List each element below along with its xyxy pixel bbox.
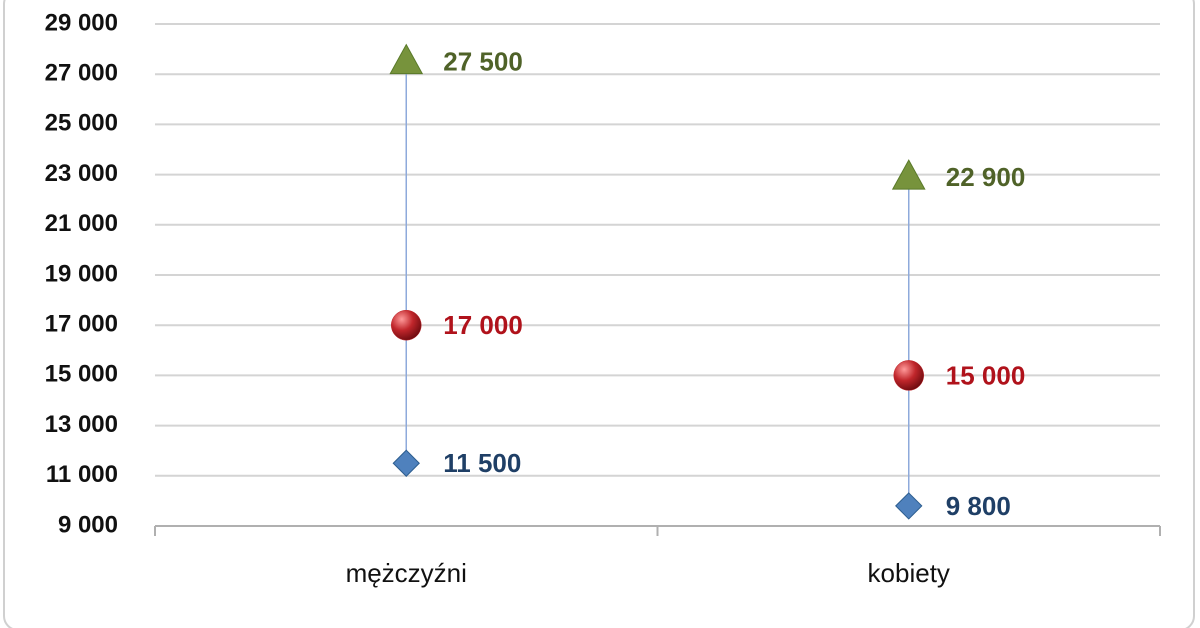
y-tick-label: 19 000 — [45, 260, 118, 287]
data-point — [893, 360, 924, 391]
value-label: 17 000 — [443, 310, 523, 340]
y-tick-label: 11 000 — [46, 461, 118, 488]
y-tick-label: 27 000 — [45, 60, 118, 87]
data-point — [895, 492, 923, 520]
value-label: 15 000 — [946, 360, 1026, 390]
y-tick-label: 23 000 — [45, 160, 118, 187]
data-point — [389, 43, 424, 75]
y-tick-label: 13 000 — [45, 411, 118, 438]
value-label: 11 500 — [443, 448, 521, 478]
data-point — [391, 309, 422, 341]
value-label: 22 900 — [946, 162, 1026, 192]
x-tick-label: mężczyźni — [346, 558, 467, 588]
y-tick-label: 29 000 — [45, 9, 118, 36]
chart-frame — [3, 0, 1195, 628]
y-tick-label: 15 000 — [45, 361, 118, 388]
y-tick-label: 9 000 — [58, 511, 118, 538]
y-tick-label: 25 000 — [45, 110, 118, 137]
value-label: 27 500 — [443, 47, 523, 77]
x-tick-label: kobiety — [868, 558, 950, 588]
value-label: 9 800 — [946, 491, 1011, 521]
data-point — [891, 159, 926, 190]
y-tick-label: 21 000 — [45, 210, 118, 237]
y-tick-label: 17 000 — [45, 311, 118, 338]
data-point — [392, 449, 420, 477]
